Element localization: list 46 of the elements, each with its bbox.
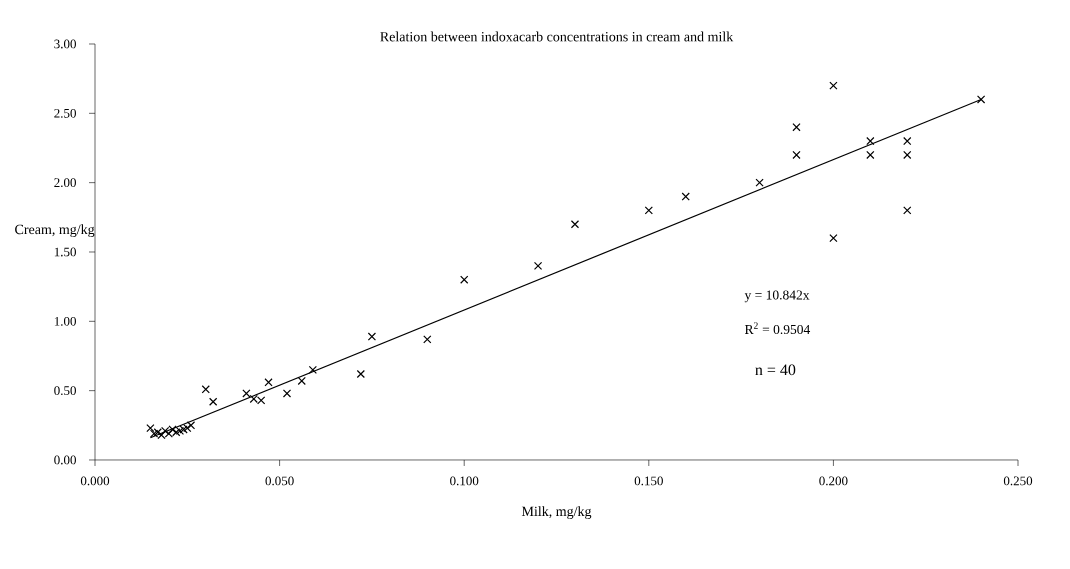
point [792,150,801,160]
x-tick-label: 0.100 [450,476,479,486]
point [829,233,838,243]
point [976,95,986,104]
point [209,397,218,406]
y-axis-title: Cream, mg/kg [15,224,95,237]
point [829,81,838,90]
point [792,123,801,132]
point [903,136,912,146]
point [866,150,875,160]
point [201,385,210,394]
point [282,389,292,398]
point [533,261,543,270]
x-tick-label: 0.050 [265,476,294,486]
x-axis-title: Milk, mg/kg [521,506,592,519]
y-tick-label: 0.00 [54,455,76,465]
chart-title: Relation between indoxacarb concentrations in cream and milk [380,31,734,42]
point [423,335,432,344]
annotation: R$^{2}$ = 0.9504 [744,322,811,335]
point [356,369,365,379]
point [903,150,912,160]
x-tick-label: 0.000 [80,476,110,486]
point [644,206,653,215]
x-tick-label: 0.150 [634,476,663,486]
point [903,206,912,215]
point [367,332,377,341]
annotation: n = 40 [755,364,796,376]
y-tick-label: 0.50 [54,386,76,396]
point [308,365,317,374]
point [297,376,306,386]
point [570,220,580,229]
point [755,178,764,187]
y-tick-label: 1.50 [54,247,76,257]
point [681,192,690,201]
point [264,378,273,387]
y-tick-label: 3.00 [54,39,76,49]
point [146,423,155,433]
x-tick-label: 0.250 [1003,476,1033,486]
point [460,275,469,284]
annotation: y = 10.842x [744,290,810,303]
y-tick-label: 2.00 [54,178,76,188]
point [242,389,251,398]
x-tick-label: 0.200 [819,476,848,486]
y-tick-label: 1.00 [54,316,76,326]
point [866,136,875,146]
y-tick-label: 2.50 [54,108,76,118]
